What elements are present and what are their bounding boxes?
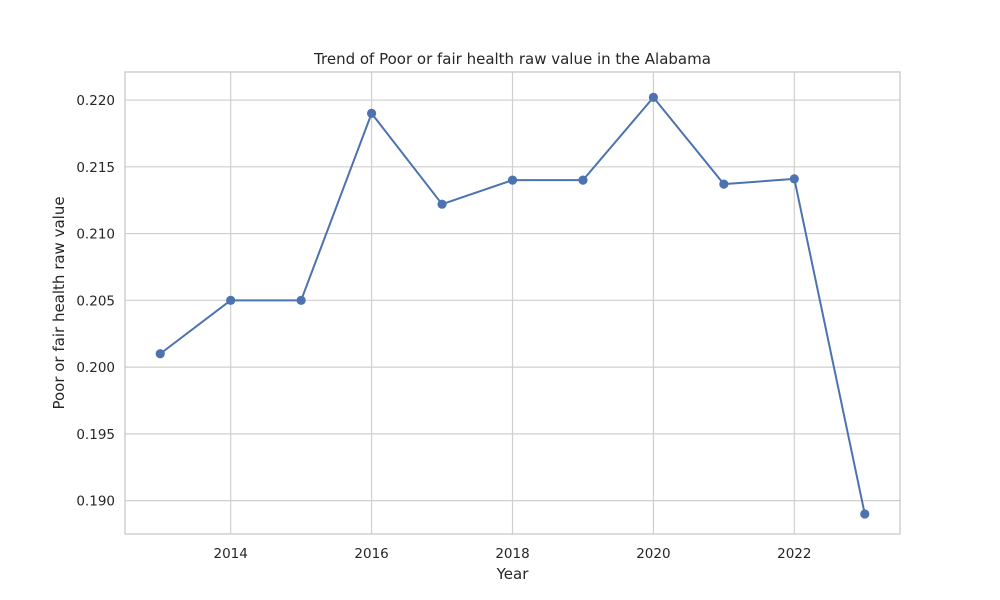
data-point [366, 108, 377, 118]
x-axis-label: Year [496, 565, 530, 583]
y-tick-label: 0.215 [76, 160, 115, 176]
y-axis-label: Poor or fair health raw value [50, 196, 68, 409]
x-tick-label: 2018 [495, 546, 529, 562]
y-tick-label: 0.205 [76, 293, 115, 309]
y-axis-ticks: 0.190 0.195 0.200 0.205 0.210 0.215 0.220 [76, 93, 115, 510]
plot-frame [124, 71, 901, 535]
y-tick-label: 0.210 [76, 227, 115, 243]
x-axis-ticks: 2014 2016 2018 2020 2022 [214, 546, 812, 562]
data-point [296, 295, 306, 305]
x-tick-label: 2020 [636, 546, 670, 562]
data-point [860, 509, 870, 519]
x-tick-label: 2014 [214, 546, 248, 562]
data-point [578, 175, 588, 185]
x-tick-label: 2016 [354, 546, 388, 562]
y-tick-label: 0.190 [76, 494, 115, 510]
data-point [648, 92, 659, 102]
chart-title: Trend of Poor or fair health raw value i… [313, 50, 711, 68]
series-layer [155, 92, 870, 519]
data-point [226, 295, 236, 305]
y-tick-label: 0.200 [76, 360, 115, 376]
y-tick-label: 0.195 [76, 427, 115, 443]
data-point [437, 199, 447, 209]
x-tick-label: 2022 [777, 546, 811, 562]
data-point [719, 179, 729, 189]
data-point [789, 174, 799, 184]
y-tick-label: 0.220 [76, 93, 115, 109]
data-point [507, 175, 518, 185]
data-point [155, 349, 165, 359]
